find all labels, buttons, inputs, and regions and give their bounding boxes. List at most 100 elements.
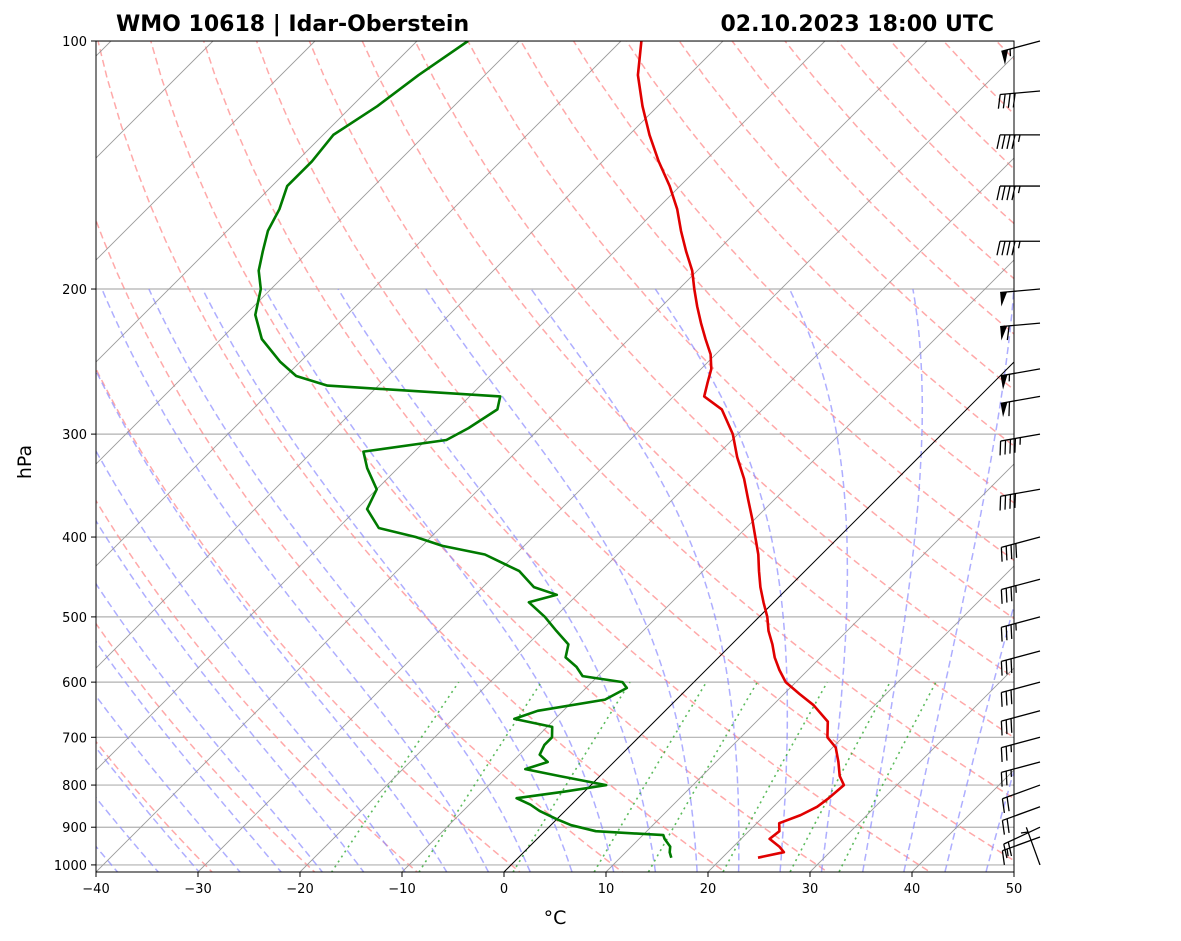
moist-adiabat-line xyxy=(96,369,448,872)
moist-adiabats xyxy=(96,288,1014,872)
mixing-ratio-line xyxy=(593,681,708,872)
wind-barb xyxy=(1001,40,1041,65)
moist-adiabat-line xyxy=(201,288,573,872)
dry-adiabat-line xyxy=(255,41,1014,862)
moist-adiabat-line xyxy=(903,288,1014,872)
moist-adiabat-line xyxy=(148,288,532,872)
wind-barb xyxy=(1000,650,1041,676)
moist-adiabat-line xyxy=(96,796,160,872)
moist-adiabat-line xyxy=(96,640,283,872)
wind-barb xyxy=(1001,806,1041,835)
moist-adiabat-line xyxy=(96,746,201,872)
wind-barb xyxy=(1000,536,1041,562)
isotherms xyxy=(96,41,1014,872)
wind-barb xyxy=(1000,736,1041,762)
zero-degree-isotherm xyxy=(503,361,1014,872)
wind-barb xyxy=(996,134,1040,150)
dry-adiabat-line xyxy=(467,41,1014,620)
chart-title-station: WMO 10618 | Idar-Oberstein xyxy=(116,12,469,37)
dry-adiabat-line xyxy=(572,41,1014,504)
isotherm-line xyxy=(96,41,622,567)
x-tick-label: 20 xyxy=(700,882,717,897)
wind-barb xyxy=(1001,836,1041,865)
dry-adiabat-line xyxy=(97,41,727,872)
x-tick-label: 0 xyxy=(500,882,508,897)
x-tick-label: 30 xyxy=(802,882,819,897)
isotherm-line xyxy=(96,41,724,669)
moist-adiabat-line xyxy=(96,449,407,872)
y-tick-label: 500 xyxy=(62,611,87,626)
isotherm-line xyxy=(96,41,928,872)
sounding-profiles xyxy=(254,41,846,859)
wind-barb xyxy=(996,185,1040,201)
wind-barb xyxy=(1003,826,1041,859)
wind-barb xyxy=(1000,578,1041,604)
moist-adiabat-line xyxy=(264,288,615,872)
y-tick-label: 200 xyxy=(62,283,87,298)
x-axis-label: °C xyxy=(544,907,567,929)
wind-barb xyxy=(1000,681,1041,707)
dry-adiabat-line xyxy=(96,499,419,872)
isotherm-line xyxy=(96,41,520,465)
wind-barb xyxy=(1000,395,1041,418)
dry-adiabat-line xyxy=(150,41,829,872)
mixing-ratio-line xyxy=(722,681,828,872)
temperature-profile xyxy=(636,41,846,859)
x-tick-label: −10 xyxy=(388,882,415,897)
mixing-ratio-line xyxy=(838,681,937,872)
moist-adiabat-line xyxy=(96,694,242,872)
wind-barb xyxy=(996,240,1040,256)
isotherm-line xyxy=(809,667,1014,872)
moist-adiabat-line xyxy=(101,288,490,872)
wind-barbs xyxy=(996,40,1041,866)
dry-adiabat-line xyxy=(96,218,624,872)
y-tick-label: 400 xyxy=(62,531,87,546)
wind-barb xyxy=(1000,288,1041,307)
x-tick-label: 40 xyxy=(904,882,921,897)
dry-adiabat-line xyxy=(96,740,214,872)
isotherm-line xyxy=(96,41,316,261)
dry-adiabat-line xyxy=(625,41,1014,447)
chart-title-datetime: 02.10.2023 18:00 UTC xyxy=(720,12,994,37)
y-tick-label: 300 xyxy=(62,428,87,443)
dry-adiabat-line xyxy=(202,41,932,872)
dry-adiabat-line xyxy=(361,41,1014,739)
plot-area xyxy=(96,41,1014,872)
y-tick-label: 900 xyxy=(62,821,87,836)
isotherm-line xyxy=(299,157,1014,872)
dry-adiabat-line xyxy=(308,41,1014,800)
y-tick-label: 700 xyxy=(62,731,87,746)
y-axis-label: hPa xyxy=(14,445,36,479)
isotherm-line xyxy=(197,55,1014,872)
wind-barb xyxy=(999,433,1041,456)
x-tick-label: −20 xyxy=(286,882,313,897)
mixing-ratio-line xyxy=(418,681,542,872)
x-tick-label: 50 xyxy=(1006,882,1023,897)
dewpoint-profile xyxy=(254,41,673,859)
plot-frame xyxy=(95,40,1015,873)
wind-barb xyxy=(1000,322,1041,341)
moist-adiabat-line xyxy=(96,582,324,872)
mixing-ratio-line xyxy=(647,681,759,872)
isotherm-line xyxy=(605,463,1014,872)
y-tick-label: 1000 xyxy=(54,859,87,874)
wind-barb xyxy=(1001,784,1041,814)
moist-adiabat-line xyxy=(861,288,924,872)
wind-barb xyxy=(1000,616,1041,642)
dry-adiabat-line xyxy=(414,41,1014,679)
mixing-ratio-line xyxy=(330,681,460,872)
mixing-ratio-line xyxy=(512,681,631,872)
isotherm-line xyxy=(96,41,418,363)
wind-barb xyxy=(1000,710,1041,736)
wind-barb xyxy=(997,90,1041,109)
y-tick-label: 100 xyxy=(62,35,87,50)
isotherm-line xyxy=(401,259,1014,872)
x-tick-label: −30 xyxy=(184,882,211,897)
y-axis-ticks: 100 200 300 400 500 600 700 800 900 1000 xyxy=(54,35,96,874)
moist-adiabat-line xyxy=(944,602,1014,872)
isotherm-line xyxy=(707,565,1014,872)
wind-barb xyxy=(1000,761,1041,787)
x-tick-label: 10 xyxy=(598,882,615,897)
